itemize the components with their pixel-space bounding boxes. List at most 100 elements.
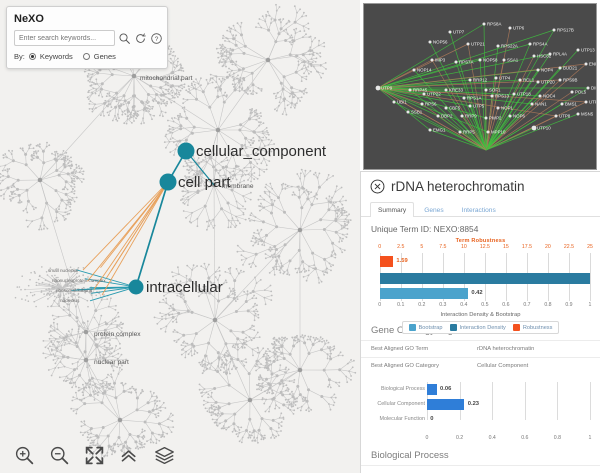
gene-node[interactable] [518, 78, 522, 82]
term-info-panel[interactable]: rDNA heterochromatin Summary Genes Inter… [360, 171, 600, 473]
gene-label: UTP18 [517, 92, 531, 97]
legend-swatch [449, 324, 457, 331]
radio-keywords[interactable] [28, 53, 36, 60]
node-label: mitochondrial part [140, 75, 193, 82]
gene-node[interactable] [468, 78, 472, 82]
zoom-in-icon[interactable] [14, 445, 35, 466]
gene-node[interactable] [536, 68, 540, 72]
legend-swatch [512, 324, 520, 331]
gene-node[interactable] [494, 76, 498, 80]
gene-label: BMS1 [565, 102, 578, 107]
gene-node[interactable] [502, 58, 506, 62]
gene-node[interactable] [375, 85, 381, 91]
gene-node[interactable] [496, 106, 500, 110]
gene-node[interactable] [484, 88, 488, 92]
gene-node[interactable] [444, 88, 448, 92]
gene-label: DBP2 [441, 114, 453, 119]
gene-node[interactable] [554, 114, 558, 118]
ontology-network-canvas[interactable]: mitochondrial part membrane protein comple… [0, 0, 360, 473]
gene-node[interactable] [552, 28, 556, 32]
gene-node[interactable] [420, 102, 424, 106]
gene-node[interactable] [490, 94, 494, 98]
ontology-node-highlighted[interactable] [177, 142, 195, 160]
gene-node[interactable] [538, 94, 542, 98]
go-category-chart: Biological Process 0.06 Cellular Component… [371, 382, 591, 444]
gene-node[interactable] [458, 130, 462, 134]
gene-node[interactable] [392, 100, 396, 104]
gene-node[interactable] [558, 78, 562, 82]
gene-node[interactable] [444, 106, 448, 110]
tab-summary[interactable]: Summary [370, 202, 415, 217]
gene-node[interactable] [486, 130, 490, 134]
help-icon[interactable]: ? [150, 32, 163, 45]
fit-screen-icon[interactable] [84, 445, 105, 466]
panel-tabs[interactable]: Summary Genes Interactions [361, 201, 600, 217]
gene-label: RRP9 [465, 114, 477, 119]
gene-node[interactable] [532, 54, 536, 58]
ontology-node-highlighted[interactable] [128, 279, 144, 295]
bar-value-label: 1.59 [396, 258, 408, 264]
gene-node[interactable] [508, 114, 512, 118]
layers-icon[interactable] [154, 445, 175, 466]
gene-node[interactable] [406, 110, 410, 114]
gene-node[interactable] [468, 104, 472, 108]
gene-label: UTP4 [499, 76, 511, 81]
gene-node[interactable] [430, 58, 434, 62]
gene-interaction-network[interactable]: UTP9 UTP7 RPS8A UTP6 RPS17B NOP56 UTP21 RPS22A R… [363, 3, 597, 170]
gene-label: UTP15 [589, 100, 597, 105]
gene-node[interactable] [531, 125, 537, 131]
search-input[interactable] [14, 30, 115, 46]
gene-node[interactable] [548, 52, 552, 56]
app-title: NeXO [14, 13, 44, 25]
search-by-row[interactable]: By: Keywords Genes [14, 52, 160, 61]
gene-node[interactable] [584, 100, 588, 104]
gene-node[interactable] [536, 80, 540, 84]
close-circle-icon[interactable] [370, 179, 385, 194]
gene-node[interactable] [408, 88, 412, 92]
gene-node[interactable] [412, 68, 416, 72]
gene-label: SSA1 [507, 58, 519, 63]
gene-node[interactable] [462, 96, 466, 100]
network-toolbar[interactable] [0, 437, 360, 473]
gene-node[interactable] [584, 62, 588, 66]
gene-node[interactable] [512, 92, 516, 96]
gene-node[interactable] [576, 48, 580, 52]
ontology-node-highlighted[interactable] [159, 173, 177, 191]
refresh-icon[interactable] [134, 32, 147, 45]
gene-node[interactable] [484, 116, 488, 120]
gene-label: RPS8A [487, 22, 501, 27]
collapse-icon[interactable] [119, 445, 140, 466]
gene-node[interactable] [482, 22, 486, 26]
gene-node[interactable] [422, 92, 426, 96]
search-panel[interactable]: NeXO ? By: Keywords Genes [6, 6, 168, 69]
top-axis-tick: 5 [420, 244, 424, 250]
gene-label: NOP4 [541, 68, 554, 73]
gene-node[interactable] [560, 102, 564, 106]
search-icon[interactable] [118, 32, 131, 45]
gene-node[interactable] [528, 42, 532, 46]
tab-interactions[interactable]: Interactions [461, 207, 496, 214]
legend-entry: Robustness [512, 324, 552, 331]
gene-node[interactable] [448, 30, 452, 34]
zoom-out-icon[interactable] [49, 445, 70, 466]
search-row[interactable]: ? [14, 30, 163, 46]
gene-node[interactable] [558, 66, 562, 70]
radio-genes[interactable] [82, 53, 90, 60]
gene-node[interactable] [466, 42, 470, 46]
gene-node[interactable] [586, 86, 590, 90]
gene-node[interactable] [570, 90, 574, 94]
gene-node[interactable] [428, 40, 432, 44]
node-label: protein complex [94, 331, 141, 338]
gene-node[interactable] [576, 112, 580, 116]
gene-node[interactable] [454, 60, 458, 64]
gene-node[interactable] [460, 114, 464, 118]
gene-label: IMP3 [435, 58, 446, 63]
gene-node[interactable] [428, 128, 432, 132]
gene-node[interactable] [496, 44, 500, 48]
gene-node[interactable] [478, 58, 482, 62]
gene-label: NOP58 [483, 58, 498, 63]
gene-node[interactable] [530, 102, 534, 106]
gene-node[interactable] [436, 114, 440, 118]
tab-genes[interactable]: Genes [424, 207, 444, 214]
gene-node[interactable] [508, 26, 512, 30]
